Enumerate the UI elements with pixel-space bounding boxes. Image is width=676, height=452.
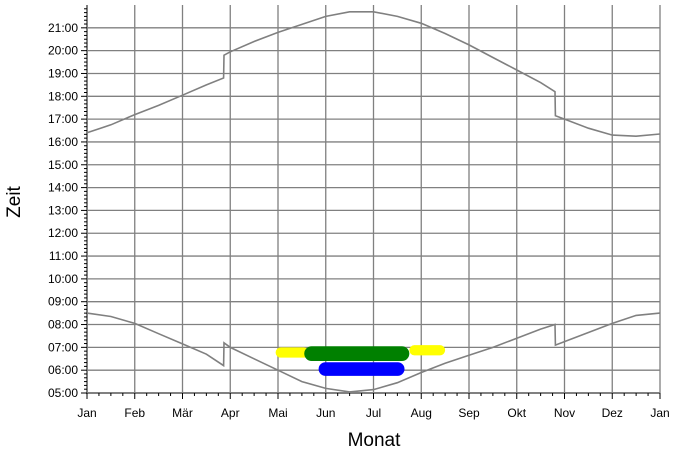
x-tick-label: Feb <box>124 406 145 420</box>
x-tick-label: Nov <box>554 406 575 420</box>
x-tick-label: Mai <box>268 406 287 420</box>
y-tick-label: 16:00 <box>48 135 78 149</box>
y-tick-label: 09:00 <box>48 295 78 309</box>
y-tick-label: 17:00 <box>48 112 78 126</box>
y-axis-title: Zeit <box>4 185 25 217</box>
y-tick-labels: 05:00 06:00 07:00 08:00 09:00 10:00 11:00 12:00… <box>48 21 78 400</box>
y-tick-label: 11:00 <box>49 249 78 263</box>
x-tick-label: Jan <box>77 406 96 420</box>
series-lines <box>86 11 661 393</box>
blue-region <box>318 362 405 376</box>
x-tick-label: Jan <box>650 406 669 420</box>
y-tick-label: 08:00 <box>48 318 78 332</box>
x-tick-label: Jul <box>366 406 381 420</box>
x-tick-label: Apr <box>221 406 240 420</box>
y-tick-label: 13:00 <box>48 203 78 217</box>
x-tick-labels: Jan Feb Mär Apr Mai Jun Jul Aug Sep Okt Nov Dez Jan <box>77 406 669 420</box>
x-tick-label: Sep <box>458 406 480 420</box>
observation-regions <box>275 345 446 376</box>
y-tick-label: 20:00 <box>48 44 78 58</box>
y-tick-label: 18:00 <box>48 89 78 103</box>
y-tick-label: 15:00 <box>48 158 78 172</box>
yellow-region <box>275 347 310 358</box>
x-tick-label: Aug <box>411 406 432 420</box>
x-tick-label: Dez <box>602 406 623 420</box>
x-tick-label: Okt <box>507 406 526 420</box>
y-tick-label: 14:00 <box>48 181 78 195</box>
x-tick-label: Mär <box>172 406 193 420</box>
y-tick-label: 10:00 <box>48 272 78 286</box>
y-tick-label: 21:00 <box>48 21 78 35</box>
y-tick-label: 06:00 <box>48 363 78 377</box>
y-tick-label: 19:00 <box>48 66 78 80</box>
axes <box>81 5 661 399</box>
sunrise-line <box>86 312 661 393</box>
x-tick-label: Jun <box>316 406 335 420</box>
y-tick-label: 12:00 <box>48 226 78 240</box>
x-axis-title: Monat <box>348 430 402 451</box>
y-tick-label: 07:00 <box>48 340 78 354</box>
sunset-line <box>86 11 661 138</box>
yellow-region <box>409 345 446 356</box>
green-region <box>304 346 410 362</box>
y-tick-label: 05:00 <box>48 386 78 400</box>
